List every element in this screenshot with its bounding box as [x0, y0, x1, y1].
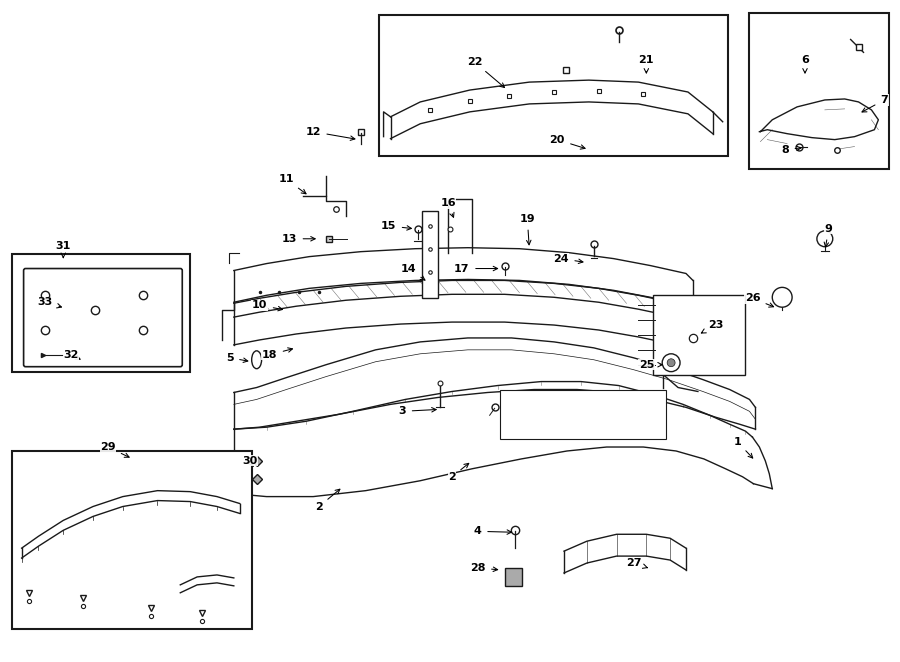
Text: 24: 24 [554, 254, 583, 263]
Text: 4: 4 [473, 526, 511, 536]
Text: 2: 2 [315, 489, 340, 512]
Text: 5: 5 [226, 353, 248, 363]
Bar [12, 451, 252, 630]
Bar [750, 13, 889, 169]
Text: 1: 1 [734, 437, 752, 458]
Text: 25: 25 [639, 359, 662, 369]
Text: 29: 29 [100, 442, 129, 457]
Text: 30: 30 [242, 456, 257, 467]
Bar [500, 389, 666, 439]
Text: 19: 19 [519, 214, 536, 245]
Text: 13: 13 [282, 234, 315, 244]
Text: 3: 3 [399, 406, 436, 416]
Text: 23: 23 [701, 320, 724, 333]
Text: 14: 14 [400, 263, 425, 280]
Circle shape [662, 354, 680, 371]
Text: 22: 22 [467, 58, 505, 87]
Text: 11: 11 [279, 174, 306, 194]
Bar [422, 211, 438, 299]
Text: 8: 8 [781, 144, 801, 154]
Text: 21: 21 [639, 56, 654, 73]
Bar [379, 15, 728, 156]
Text: 9: 9 [824, 224, 832, 247]
Circle shape [817, 231, 833, 247]
Text: 12: 12 [305, 126, 355, 140]
Bar [653, 295, 745, 375]
Text: 15: 15 [381, 221, 411, 231]
Ellipse shape [252, 351, 262, 369]
Text: 18: 18 [262, 348, 292, 360]
FancyBboxPatch shape [23, 269, 183, 367]
Text: 10: 10 [252, 301, 283, 311]
Text: 31: 31 [56, 241, 71, 258]
Text: 26: 26 [744, 293, 774, 307]
Text: 33: 33 [38, 297, 61, 308]
Text: 2: 2 [448, 463, 469, 482]
Text: 28: 28 [470, 563, 498, 573]
Text: 6: 6 [801, 56, 809, 73]
Text: 17: 17 [454, 263, 498, 273]
Bar [505, 568, 522, 586]
Text: 16: 16 [440, 198, 455, 217]
Circle shape [772, 287, 792, 307]
Bar [12, 254, 190, 371]
Text: 20: 20 [549, 134, 585, 149]
Circle shape [667, 359, 675, 367]
Text: 27: 27 [626, 558, 647, 569]
Text: 32: 32 [64, 350, 80, 360]
Text: 7: 7 [862, 95, 888, 112]
